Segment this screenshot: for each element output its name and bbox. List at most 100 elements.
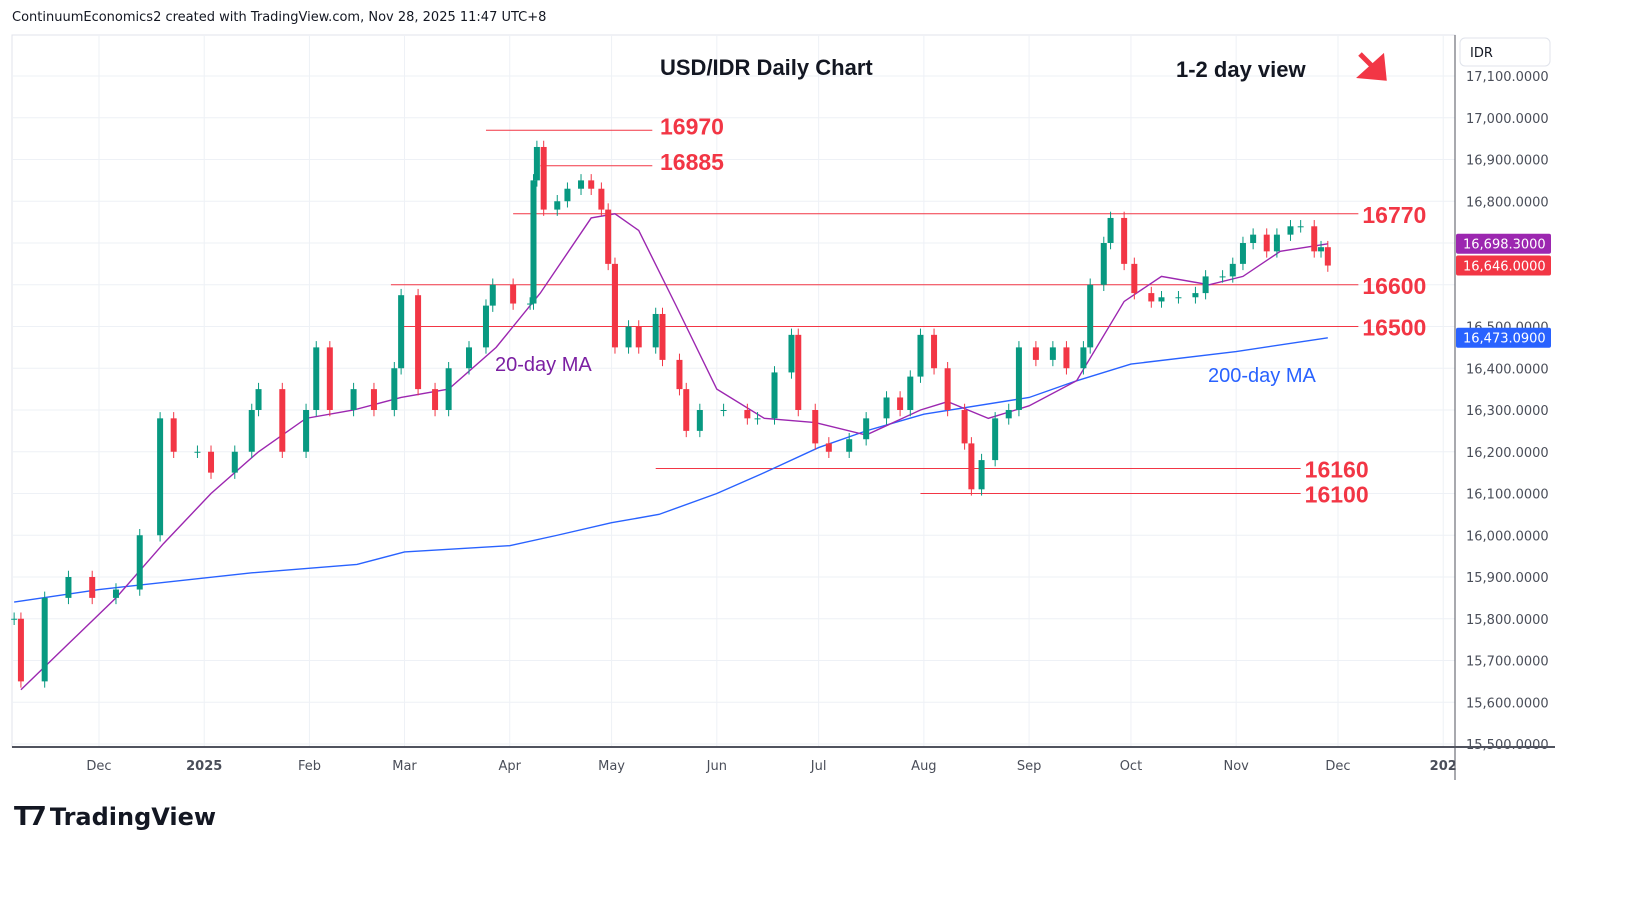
candle-body [1297, 226, 1304, 228]
candle-body [795, 334, 802, 410]
candle-body [554, 201, 561, 210]
candles [11, 140, 1331, 688]
candle-body [466, 347, 473, 369]
candle-body [588, 180, 595, 189]
x-tick-label: Oct [1120, 759, 1142, 774]
x-tick-label: May [598, 759, 625, 774]
candle-body [89, 577, 96, 598]
candle-body [635, 326, 642, 348]
down-right-arrow-icon [1356, 52, 1387, 81]
candle-body [530, 180, 537, 304]
candle-body [931, 334, 938, 369]
candle-body [992, 418, 999, 461]
candle-body [112, 589, 119, 598]
level-label: 16770 [1362, 202, 1426, 228]
y-tick-label: 17,000.0000 [1466, 112, 1549, 127]
level-label: 16600 [1362, 273, 1426, 299]
candle-body [897, 397, 904, 410]
price-tag-label: 16,646.0000 [1463, 260, 1546, 275]
candle-body [248, 410, 255, 452]
ma200-label: 200-day MA [1208, 365, 1316, 387]
candle-body [398, 295, 405, 369]
attribution: ContinuumEconomics2 created with Trading… [12, 10, 547, 25]
candle-body [313, 347, 320, 410]
candle-body [564, 188, 571, 202]
level-label: 16160 [1305, 456, 1369, 482]
candle-body [611, 263, 618, 348]
y-tick-label: 16,800.0000 [1466, 195, 1549, 210]
candle-body [1239, 243, 1246, 264]
y-tick-label: 16,900.0000 [1466, 154, 1549, 169]
candle-body [1080, 347, 1087, 369]
candle-body [1229, 263, 1236, 277]
chart-title: USD/IDR Daily Chart [660, 55, 873, 80]
candle-body [231, 451, 238, 473]
x-tick-label: Nov [1223, 759, 1249, 774]
candle-body [1175, 297, 1182, 299]
candle-body [1192, 293, 1199, 298]
candle-body [1202, 276, 1209, 294]
candle-body [1015, 347, 1022, 410]
candle-body [17, 618, 24, 682]
candle-body [510, 284, 517, 304]
candle-body [961, 410, 968, 444]
price-tag-label: 16,698.3000 [1463, 238, 1546, 253]
candle-body [482, 305, 489, 348]
candle-body [883, 397, 890, 419]
grid [11, 34, 1456, 748]
y-tick-label: 15,600.0000 [1466, 696, 1549, 711]
candle-body [65, 577, 72, 598]
candle-body [605, 209, 612, 264]
y-tick-label: 15,800.0000 [1466, 613, 1549, 628]
candle-body [1219, 276, 1226, 278]
candle-body [1032, 347, 1039, 360]
ma20-path [20, 213, 1328, 691]
candle-body [136, 535, 143, 590]
y-tick-label: 16,300.0000 [1466, 404, 1549, 419]
candle-body [1324, 247, 1331, 266]
candle-body [652, 313, 659, 348]
candle-body [676, 359, 683, 390]
candle-body [1063, 347, 1070, 369]
candle-body [944, 368, 951, 410]
candle-body [157, 418, 164, 536]
candle-body [1318, 247, 1325, 252]
candle-body [1005, 410, 1012, 419]
candle-body [812, 410, 819, 444]
candle-body [978, 460, 985, 490]
candle-body [326, 347, 333, 410]
candle-body [846, 439, 853, 452]
candle-body [540, 146, 547, 210]
candle-body [445, 368, 452, 410]
x-tick-label: 202 [1430, 759, 1457, 774]
candle-body [917, 334, 924, 377]
tradingview-logo[interactable]: 𝗧𝟳 TradingView [14, 802, 216, 832]
candle-body [194, 451, 201, 453]
ma20-label: 20-day MA [495, 354, 592, 376]
candle-body [170, 418, 177, 452]
y-tick-label: 15,900.0000 [1466, 571, 1549, 586]
candle-body [1273, 234, 1280, 252]
level-label: 16970 [660, 113, 724, 139]
candle-body [279, 389, 286, 452]
y-tick-label: 16,100.0000 [1466, 488, 1549, 503]
price-tag [1456, 327, 1551, 348]
candle-body [1049, 347, 1056, 360]
candle-body [11, 618, 18, 620]
level-label: 16885 [660, 149, 724, 175]
ma20-line [20, 213, 1328, 691]
candle-body [1158, 297, 1165, 302]
x-tick-label: Dec [1325, 759, 1350, 774]
candle-body [744, 410, 751, 419]
candle-body [1287, 226, 1294, 235]
currency-label: IDR [1470, 46, 1493, 61]
candle-body [415, 295, 422, 390]
candle-body [598, 188, 605, 210]
candle-body [771, 372, 778, 419]
logo-text: TradingView [49, 803, 217, 831]
currency-button[interactable] [1459, 37, 1551, 67]
candle-body [255, 389, 262, 410]
x-tick-label: Jun [706, 759, 727, 774]
